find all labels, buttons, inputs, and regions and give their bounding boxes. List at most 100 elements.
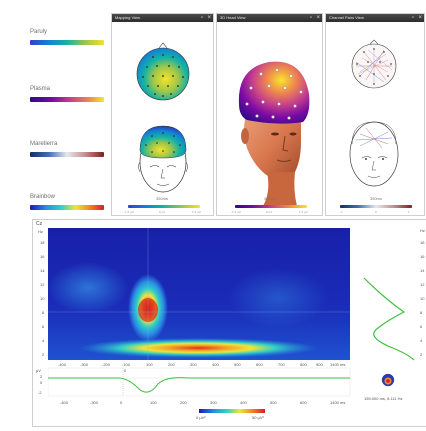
colormap-plasma[interactable]: Plasma <box>30 86 104 102</box>
colorbar-tick: 0 <box>375 210 377 214</box>
close-icon[interactable]: × <box>316 15 320 21</box>
time-tick: -100 <box>122 362 131 367</box>
time-tick: 900 <box>316 362 323 367</box>
minimize-icon[interactable]: ▫ <box>309 15 312 21</box>
time-label: 350ms <box>156 196 169 201</box>
panel-title: Mapping View <box>115 15 141 20</box>
channel-pairs-canvas[interactable] <box>326 22 426 217</box>
channel-label: Cz <box>36 221 43 227</box>
freq-profile-line <box>363 277 415 361</box>
freq-tick: 18 <box>420 240 425 245</box>
freq-tick: 12 <box>40 282 45 287</box>
time-tick: 0 <box>124 368 127 373</box>
time-tick: 100 <box>146 362 153 367</box>
uv-unit-label: µV <box>36 368 41 373</box>
connectivity-head <box>349 121 399 187</box>
colorbar-tick: 1.5 µV <box>192 210 201 214</box>
colormap-parula[interactable]: Paruly <box>30 29 104 45</box>
head3d-view-panel[interactable]: 3D Head View ▫ × 350ms <box>216 13 323 216</box>
topomap-top <box>136 42 190 101</box>
time-tick: -400 <box>58 362 67 367</box>
minimize-icon[interactable]: ▫ <box>200 15 203 21</box>
uv-tick: -2 <box>38 390 42 395</box>
time-tick: 400 <box>212 362 219 367</box>
hz-unit-label: Hz <box>38 229 43 234</box>
time-tick: 500 <box>234 362 241 367</box>
time-unit-label: 1400 ms <box>330 362 346 367</box>
close-icon[interactable]: × <box>418 15 422 21</box>
colorbar-tick: -1 <box>340 210 343 214</box>
time-tick: 600 <box>256 362 263 367</box>
colormap-swatch <box>30 205 104 210</box>
panel-title: Channel Pairs View <box>329 15 364 20</box>
panel-colorbar <box>235 205 307 208</box>
freq-tick: 16 <box>420 254 425 259</box>
uv-tick: 0 <box>40 380 43 385</box>
freq-tick: 10 <box>420 296 425 301</box>
panel-colorbar <box>128 205 200 208</box>
panel-titlebar[interactable]: Mapping View ▫ × <box>112 14 213 22</box>
time-tick: 700 <box>278 362 285 367</box>
time-tick: 600 <box>300 400 307 405</box>
colormap-label: Plasma <box>30 86 51 92</box>
time-tick: -400 <box>60 400 69 405</box>
head-neck <box>263 172 297 206</box>
freq-tick: 4 <box>42 338 45 343</box>
colormap-maretierra[interactable]: Maretierra <box>30 141 104 157</box>
topomap-head <box>138 125 188 193</box>
time-tick: 800 <box>300 362 307 367</box>
freq-tick: Hz <box>420 228 425 233</box>
colorbar-tick: -1.5 µV <box>231 210 241 214</box>
time-tick: 300 <box>190 362 197 367</box>
panel-title: 3D Head View <box>220 15 246 20</box>
time-tick: 0 <box>120 400 123 405</box>
panel-titlebar[interactable]: Channel Pairs View ▫ × <box>326 14 424 22</box>
time-tick: -300 <box>80 362 89 367</box>
mapping-view-panel[interactable]: Mapping View ▫ × <box>111 13 214 216</box>
colorbar-tick: -1.5 µV <box>124 210 134 214</box>
freq-tick: 4 <box>420 338 423 343</box>
freq-tick: 8 <box>420 310 423 315</box>
colorbar-tick: 1 <box>408 210 410 214</box>
freq-tick: 8 <box>42 310 45 315</box>
time-tick: 200 <box>180 400 187 405</box>
time-tick: 100 <box>150 400 157 405</box>
cursor-readout: 155.000 ms, 8.111 Hz <box>364 396 403 401</box>
freq-tick: 14 <box>40 268 45 273</box>
colormap-brainbow[interactable]: Brainbow <box>30 194 104 210</box>
time-label: 350ms <box>264 196 277 201</box>
head-scalp <box>238 61 310 124</box>
freq-tick: 2 <box>420 352 423 357</box>
uv-tick: 2 <box>40 374 43 379</box>
freq-tick: 6 <box>420 324 423 329</box>
time-tick: 500 <box>270 400 277 405</box>
time-unit-label: 1400 ms <box>330 400 346 405</box>
head3d-canvas[interactable] <box>217 22 324 217</box>
time-tick: -300 <box>90 400 99 405</box>
mapping-view-canvas[interactable] <box>112 22 215 217</box>
tf-plot[interactable] <box>48 228 424 404</box>
colormap-swatch <box>30 97 104 102</box>
freq-tick: 12 <box>420 282 425 287</box>
time-tick: 400 <box>240 400 247 405</box>
tf-colorbar <box>199 409 265 413</box>
channel-pairs-panel[interactable]: Channel Pairs View ▫ × <box>325 13 425 216</box>
colormap-label: Paruly <box>30 29 48 35</box>
colormap-label: Brainbow <box>30 194 56 200</box>
time-tick: -200 <box>102 362 111 367</box>
tf-blob-low <box>78 338 318 358</box>
minimize-icon[interactable]: ▫ <box>411 15 414 21</box>
close-icon[interactable]: × <box>207 15 211 21</box>
colorbar-tick: 1.5 µV <box>299 210 308 214</box>
colormap-label: Maretierra <box>30 141 58 147</box>
colormap-swatch <box>30 152 104 157</box>
erp-waveform <box>48 377 350 393</box>
scale-min-label: 0 µV² <box>196 415 206 420</box>
freq-tick: 14 <box>420 268 425 273</box>
head-face <box>244 112 301 180</box>
freq-tick: 2 <box>42 352 45 357</box>
connectivity-topomap <box>351 39 397 89</box>
colorbar-tick: 0 µV <box>159 210 166 214</box>
colormap-swatch <box>30 40 104 45</box>
panel-titlebar[interactable]: 3D Head View ▫ × <box>217 14 322 22</box>
